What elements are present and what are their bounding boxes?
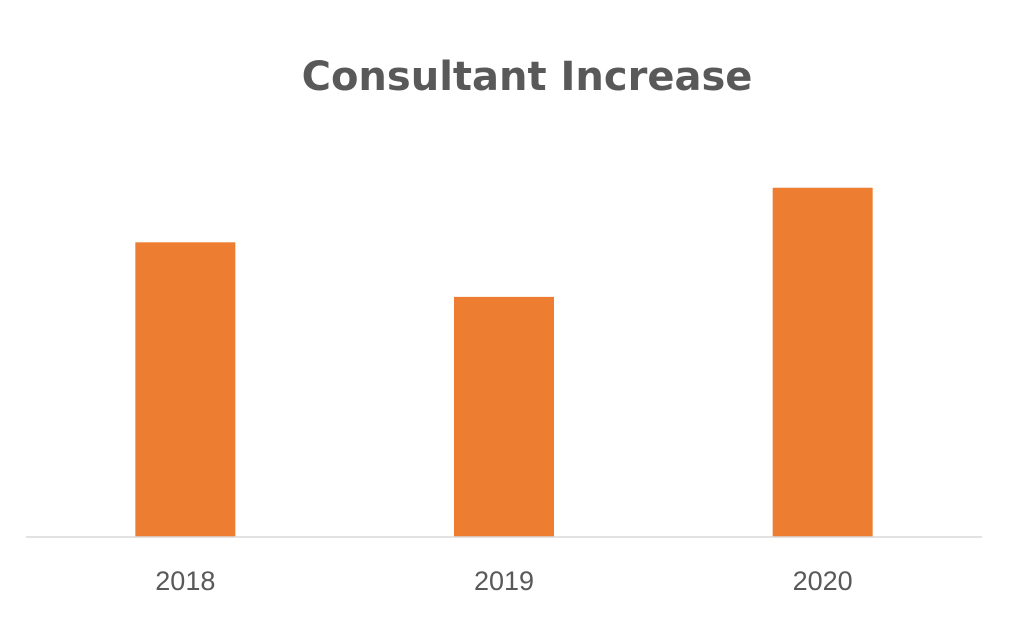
bar-2019 <box>454 296 554 537</box>
x-tick-labels: 2018 2019 2020 <box>155 566 852 596</box>
x-tick-label-2020: 2020 <box>793 566 853 596</box>
bar-2018 <box>135 242 236 538</box>
bar-2020 <box>772 187 873 537</box>
x-tick-label-2019: 2019 <box>474 566 534 596</box>
x-tick-label-2018: 2018 <box>155 566 215 596</box>
chart-title: Consultant Increase <box>302 54 753 100</box>
bars-group <box>135 187 873 538</box>
